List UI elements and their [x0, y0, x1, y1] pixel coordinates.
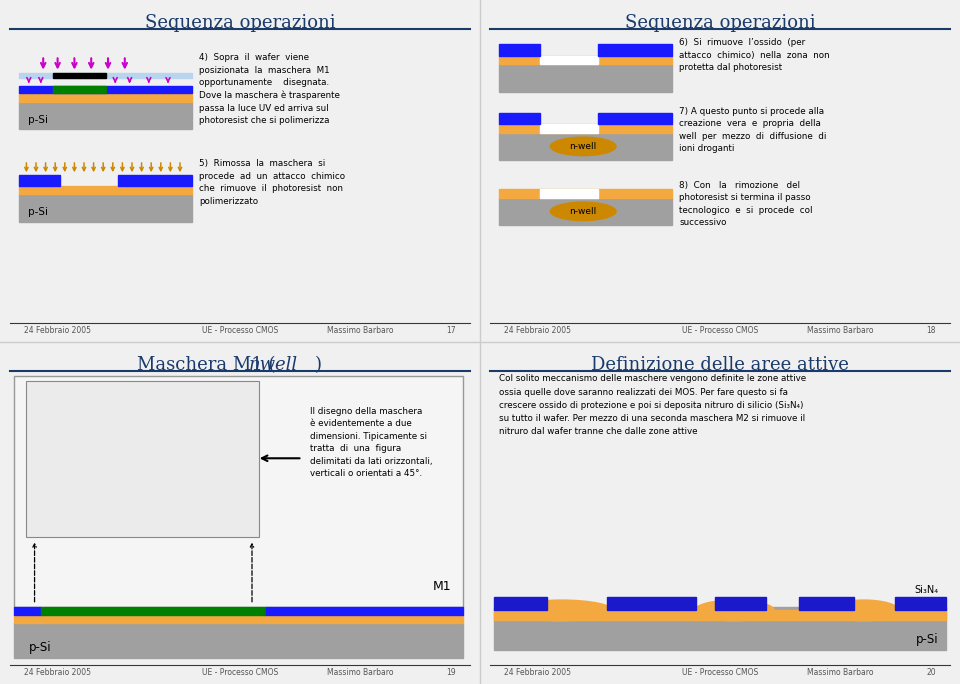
Bar	[14, 624, 463, 658]
Bar	[19, 73, 192, 78]
Text: p-Si: p-Si	[28, 115, 48, 124]
Text: 24 Febbraio 2005: 24 Febbraio 2005	[24, 668, 91, 676]
Text: 7) A questo punto si procede alla
creazione  vera  e  propria  della
well  per  : 7) A questo punto si procede alla creazi…	[680, 107, 827, 153]
Bar	[715, 598, 766, 610]
Text: 8)  Con   la   rimozione   del
photoresist si termina il passo
tecnologico  e  s: 8) Con la rimozione del photoresist si t…	[680, 181, 813, 227]
Bar	[499, 56, 672, 64]
Ellipse shape	[693, 599, 775, 622]
Bar	[53, 73, 106, 78]
Bar	[14, 615, 463, 624]
Text: 4)  Sopra  il  wafer  viene
posizionata  la  maschera  M1
opportunamente    dise: 4) Sopra il wafer viene posizionata la m…	[200, 53, 340, 125]
Ellipse shape	[549, 137, 617, 157]
Ellipse shape	[828, 599, 900, 622]
Bar	[118, 176, 192, 186]
Bar	[14, 607, 40, 615]
Text: p-Si: p-Si	[28, 207, 48, 218]
Text: UE - Processo CMOS: UE - Processo CMOS	[682, 326, 758, 334]
Ellipse shape	[509, 599, 614, 622]
Text: 17: 17	[446, 326, 456, 334]
Bar	[499, 64, 672, 92]
Text: Il disegno della maschera
è evidentemente a due
dimensioni. Tipicamente si
tratt: Il disegno della maschera è evidentement…	[309, 407, 432, 479]
Bar	[27, 382, 259, 537]
Bar	[597, 44, 672, 56]
Bar	[53, 86, 106, 94]
Bar	[14, 376, 463, 607]
Bar	[799, 598, 854, 610]
Text: p-Si: p-Si	[916, 633, 939, 646]
Bar	[494, 610, 946, 620]
Bar	[540, 56, 597, 64]
Bar	[266, 607, 463, 615]
Text: p-Si: p-Si	[29, 641, 52, 654]
Bar	[19, 86, 192, 94]
Bar	[499, 124, 672, 133]
Text: Massimo Barbaro: Massimo Barbaro	[806, 668, 874, 676]
Text: 24 Febbraio 2005: 24 Febbraio 2005	[504, 326, 571, 334]
Bar	[540, 124, 597, 133]
Bar	[19, 194, 192, 222]
Ellipse shape	[549, 201, 617, 222]
Bar	[608, 598, 696, 610]
Text: ): )	[314, 356, 322, 373]
Text: Massimo Barbaro: Massimo Barbaro	[806, 326, 874, 334]
Text: Definizione delle aree attive: Definizione delle aree attive	[591, 356, 849, 373]
Bar	[540, 189, 597, 198]
Text: 24 Febbraio 2005: 24 Febbraio 2005	[24, 326, 91, 334]
Text: n-well: n-well	[569, 207, 597, 216]
Text: n-well: n-well	[569, 142, 597, 151]
Text: Sequenza operazioni: Sequenza operazioni	[145, 14, 335, 31]
Bar	[494, 598, 547, 610]
Text: 5)  Rimossa  la  maschera  si
procede  ad  un  attacco  chimico
che  rimuove  il: 5) Rimossa la maschera si procede ad un …	[200, 159, 346, 205]
Text: Col solito meccanismo delle maschere vengono definite le zone attive
ossia quell: Col solito meccanismo delle maschere ven…	[499, 374, 806, 436]
Text: Sequenza operazioni: Sequenza operazioni	[625, 14, 815, 31]
Bar	[19, 94, 192, 102]
Bar	[40, 607, 267, 615]
Text: 24 Febbraio 2005: 24 Febbraio 2005	[504, 668, 571, 676]
Text: UE - Processo CMOS: UE - Processo CMOS	[202, 326, 278, 334]
Bar	[499, 189, 672, 198]
Bar	[494, 607, 946, 650]
Bar	[19, 185, 192, 194]
Text: 19: 19	[446, 668, 456, 676]
Bar	[499, 133, 672, 160]
Bar	[19, 102, 192, 129]
Bar	[19, 176, 60, 186]
Text: nwell: nwell	[249, 356, 298, 373]
Bar	[895, 598, 946, 610]
Text: UE - Processo CMOS: UE - Processo CMOS	[682, 668, 758, 676]
Text: Massimo Barbaro: Massimo Barbaro	[326, 668, 394, 676]
Text: 20: 20	[926, 668, 936, 676]
Bar	[597, 113, 672, 124]
Text: 18: 18	[926, 326, 936, 334]
Text: UE - Processo CMOS: UE - Processo CMOS	[202, 668, 278, 676]
Bar	[499, 198, 672, 225]
Bar	[499, 113, 540, 124]
Text: Si₃N₄: Si₃N₄	[914, 585, 939, 595]
Bar	[499, 44, 540, 56]
Text: 6)  Si  rimuove  l’ossido  (per
attacco  chimico)  nella  zona  non
protetta dal: 6) Si rimuove l’ossido (per attacco chim…	[680, 38, 829, 73]
Text: Maschera M1 (: Maschera M1 (	[137, 356, 276, 373]
Text: Massimo Barbaro: Massimo Barbaro	[326, 326, 394, 334]
Text: M1: M1	[433, 580, 451, 593]
